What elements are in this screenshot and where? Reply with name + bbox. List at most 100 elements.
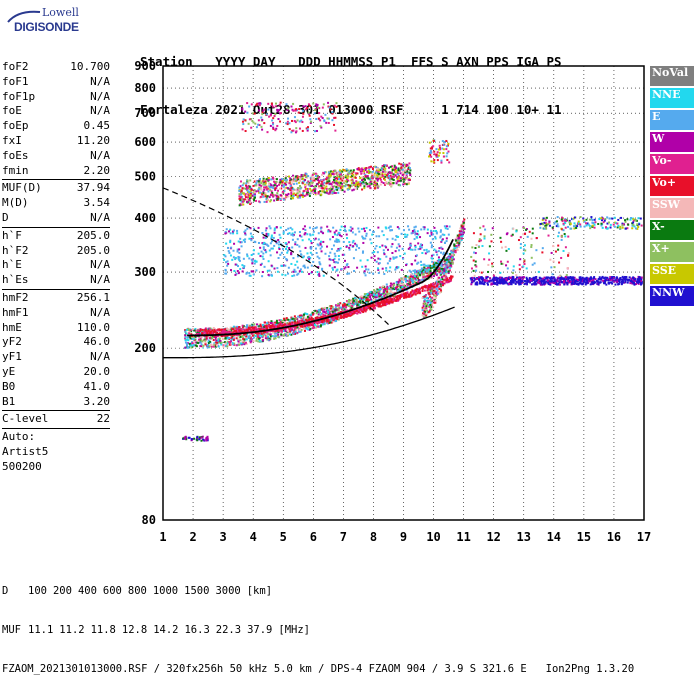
- echo-point: [384, 168, 386, 170]
- echo-point: [345, 306, 347, 308]
- echo-point: [356, 299, 358, 301]
- echo-point: [246, 194, 248, 196]
- echo-point: [259, 104, 261, 106]
- echo-point: [423, 249, 425, 251]
- echo-point: [431, 261, 433, 263]
- echo-point: [241, 245, 243, 247]
- echo-point: [433, 302, 435, 304]
- echo-point: [437, 279, 439, 281]
- echo-point: [306, 184, 308, 186]
- echo-point: [423, 264, 425, 266]
- echo-point: [314, 130, 316, 132]
- echo-point: [255, 340, 257, 342]
- echo-point: [318, 182, 320, 184]
- echo-point: [428, 292, 430, 294]
- echo-point: [294, 321, 296, 323]
- echo-point: [287, 123, 289, 125]
- echo-point: [400, 177, 402, 179]
- echo-point: [259, 102, 261, 104]
- echo-point: [290, 131, 292, 133]
- echo-point: [322, 107, 324, 109]
- echo-point: [315, 118, 317, 120]
- echo-point: [239, 268, 241, 270]
- echo-point: [284, 188, 286, 190]
- echo-point: [286, 194, 288, 196]
- echo-point: [335, 106, 337, 108]
- echo-point: [259, 324, 261, 326]
- echo-point: [250, 233, 252, 235]
- echo-point: [295, 121, 297, 123]
- echo-point: [274, 113, 276, 115]
- echo-point: [438, 247, 440, 249]
- echo-point: [288, 122, 290, 124]
- echo-point: [326, 117, 328, 119]
- echo-point: [427, 232, 429, 234]
- echo-point: [334, 320, 336, 322]
- echo-point: [398, 167, 400, 169]
- echo-point: [219, 338, 221, 340]
- echo-point: [370, 187, 372, 189]
- echo-point: [299, 191, 301, 193]
- echo-point: [274, 268, 276, 270]
- echo-point: [293, 195, 295, 197]
- echo-point: [277, 198, 279, 200]
- echo-point: [448, 271, 450, 273]
- echo-point: [426, 297, 428, 299]
- echo-point: [236, 344, 238, 346]
- echo-point: [270, 320, 272, 322]
- echo-point: [395, 288, 397, 290]
- echo-point: [279, 181, 281, 183]
- echo-point: [455, 245, 457, 247]
- echo-point: [390, 181, 392, 183]
- echo-point: [402, 283, 404, 285]
- echo-point: [270, 335, 272, 337]
- echo-point: [248, 123, 250, 125]
- echo-point: [229, 241, 231, 243]
- echo-point: [283, 256, 285, 258]
- echo-point: [268, 177, 270, 179]
- echo-point: [284, 321, 286, 323]
- echo-point: [459, 230, 461, 232]
- echo-point: [448, 257, 450, 259]
- echo-point: [424, 296, 426, 298]
- echo-point: [245, 182, 247, 184]
- echo-point: [278, 241, 280, 243]
- echo-point: [220, 344, 222, 346]
- echo-point: [397, 290, 399, 292]
- echo-point: [262, 253, 264, 255]
- echo-point: [339, 180, 341, 182]
- echo-point: [275, 337, 277, 339]
- echo-point: [279, 324, 281, 326]
- echo-point: [416, 233, 418, 235]
- echo-point: [205, 329, 207, 331]
- echo-point: [390, 176, 392, 178]
- echo-point: [347, 189, 349, 191]
- echo-point: [383, 234, 385, 236]
- echo-point: [400, 163, 402, 165]
- echo-point: [289, 333, 291, 335]
- echo-point: [350, 301, 352, 303]
- echo-point: [326, 226, 328, 228]
- echo-point: [270, 114, 272, 116]
- echo-point: [334, 117, 336, 119]
- echo-point: [249, 327, 251, 329]
- echo-point: [399, 289, 401, 291]
- echo-point: [442, 234, 444, 236]
- echo-point: [299, 195, 301, 197]
- echo-point: [430, 309, 432, 311]
- echo-point: [412, 281, 414, 283]
- echo-point: [285, 184, 287, 186]
- echo-point: [262, 180, 264, 182]
- echo-point: [340, 189, 342, 191]
- echo-point: [428, 286, 430, 288]
- echo-point: [265, 325, 267, 327]
- echo-point: [374, 296, 376, 298]
- echo-point: [422, 286, 424, 288]
- echo-point: [299, 250, 301, 252]
- echo-point: [420, 269, 422, 271]
- echo-point: [396, 182, 398, 184]
- echo-point: [433, 264, 435, 266]
- echo-point: [444, 242, 446, 244]
- echo-point: [258, 109, 260, 111]
- echo-point: [337, 316, 339, 318]
